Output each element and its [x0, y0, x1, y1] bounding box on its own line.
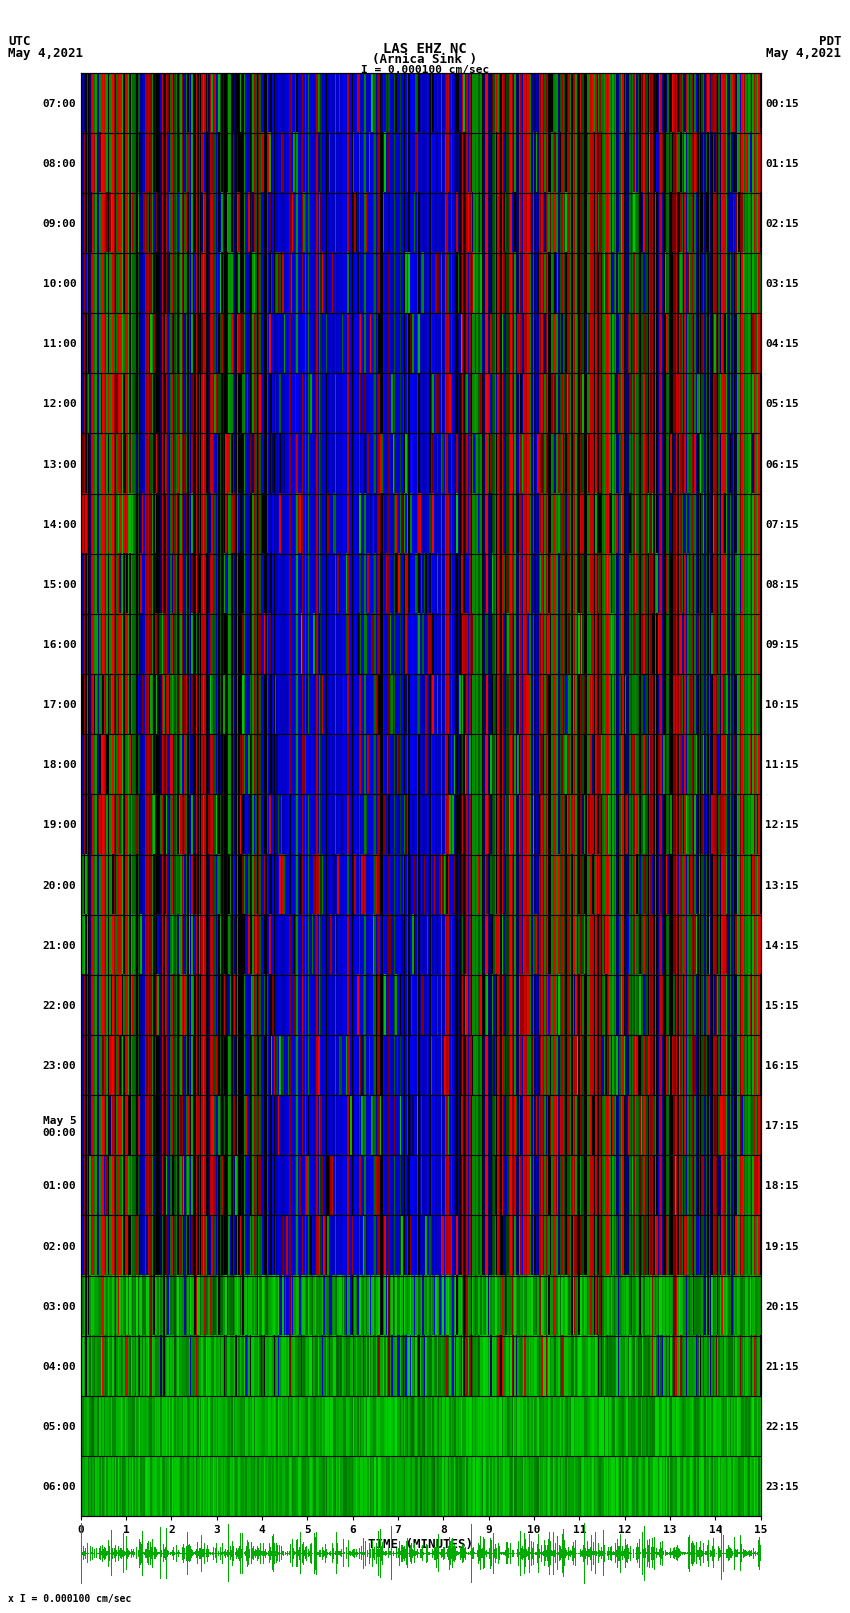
Text: (Arnica Sink ): (Arnica Sink ) — [372, 53, 478, 66]
Text: I = 0.000100 cm/sec: I = 0.000100 cm/sec — [361, 65, 489, 74]
Text: May 4,2021: May 4,2021 — [767, 47, 842, 60]
Text: LAS EHZ NC: LAS EHZ NC — [383, 42, 467, 56]
X-axis label: TIME (MINUTES): TIME (MINUTES) — [368, 1539, 473, 1552]
Text: x I = 0.000100 cm/sec: x I = 0.000100 cm/sec — [8, 1594, 132, 1603]
Text: May 4,2021: May 4,2021 — [8, 47, 83, 60]
Text: UTC: UTC — [8, 35, 31, 48]
Text: PDT: PDT — [819, 35, 842, 48]
